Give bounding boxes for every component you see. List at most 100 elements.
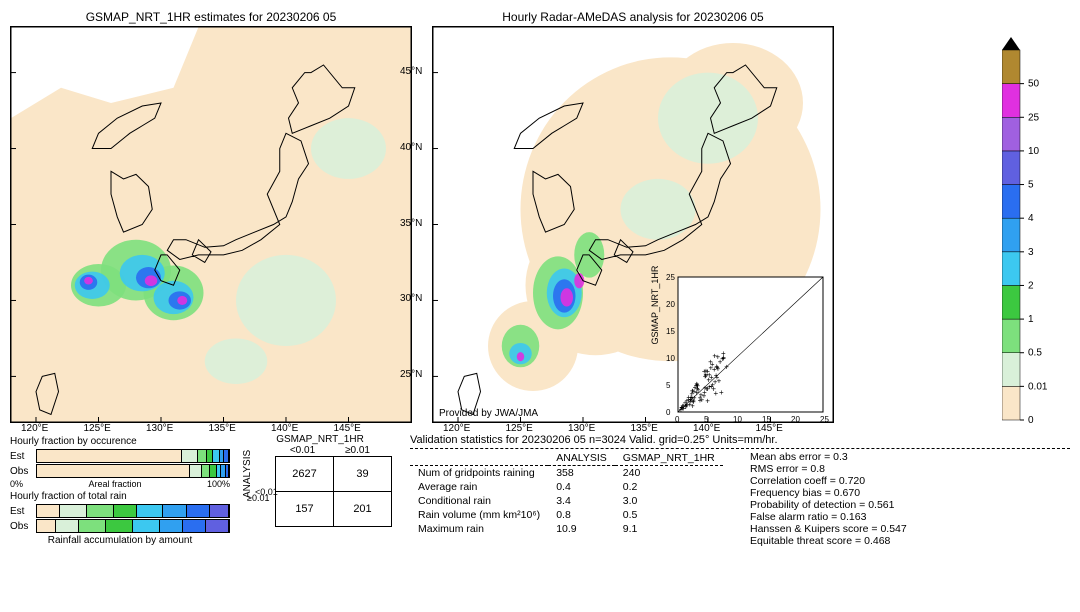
fraction-segment (56, 520, 79, 532)
metric-label: False alarm ratio = (750, 511, 837, 523)
svg-text:5: 5 (704, 415, 709, 423)
stats-row-b: 0.5 (615, 508, 723, 522)
xtick-label: 140°E (693, 423, 720, 434)
svg-text:+: + (724, 362, 729, 371)
fraction-segment (226, 465, 229, 477)
svg-text:1: 1 (1028, 314, 1034, 325)
svg-text:+: + (696, 386, 701, 395)
svg-text:+: + (712, 351, 717, 360)
fraction-segment (183, 520, 206, 532)
contingency-table: 2627 39 157 201 (275, 456, 392, 527)
stats-row-label: Maximum rain (410, 522, 548, 536)
svg-text:+: + (680, 403, 685, 412)
metric-value: 0.561 (868, 499, 894, 511)
xtick-label: 130°E (568, 423, 595, 434)
fraction-segment (114, 505, 137, 517)
stats-row-a: 0.4 (548, 480, 615, 494)
stats-row-label: Conditional rain (410, 494, 548, 508)
frac-xlabel-left: 0% (10, 479, 23, 489)
stats-h1: ANALYSIS (548, 451, 615, 466)
svg-text:5: 5 (1028, 180, 1034, 191)
svg-text:15: 15 (666, 327, 675, 336)
stats-row-a: 0.8 (548, 508, 615, 522)
svg-text:0.5: 0.5 (1028, 348, 1042, 359)
fraction-segment (106, 520, 133, 532)
stats-row-b: 0.2 (615, 480, 723, 494)
stats-row-a: 3.4 (548, 494, 615, 508)
metric-value: 0.547 (880, 523, 906, 535)
svg-text:2: 2 (1028, 280, 1034, 291)
fraction-bar-row: Obs (10, 519, 230, 533)
stats-metric: Mean abs error = 0.3 (750, 451, 1070, 463)
fraction-segment (190, 465, 202, 477)
svg-text:Provided by JWA/JMA: Provided by JWA/JMA (439, 408, 538, 419)
metric-value: 0.3 (833, 451, 848, 463)
xtick-label: 125°E (506, 423, 533, 434)
fraction-row-label: Obs (10, 521, 36, 532)
contingency-panel: GSMAP_NRT_1HR ANALYSIS <0.01 ≥0.01 <0.01… (240, 434, 400, 548)
svg-text:10: 10 (733, 415, 742, 423)
stats-metric: False alarm ratio = 0.163 (750, 511, 1070, 523)
ct-col-label-1: ≥0.01 (330, 445, 385, 456)
fraction-segment (202, 465, 210, 477)
fraction-segment (160, 520, 183, 532)
stats-metric: Hanssen & Kuipers score = 0.547 (750, 523, 1070, 535)
fraction-segment (60, 505, 87, 517)
fraction-row-label: Est (10, 451, 36, 462)
fraction-row-label: Est (10, 506, 36, 517)
stats-row: Average rain0.40.2 (410, 480, 723, 494)
colorbar: 00.010.512345102550 (1002, 35, 1072, 430)
radar-map: Provided by JWA/JMA+++++++++++++++++++++… (432, 26, 834, 423)
fraction-bar (36, 519, 230, 533)
stats-row: Num of gridpoints raining358240 (410, 466, 723, 481)
stats-h2: GSMAP_NRT_1HR (615, 451, 723, 466)
fraction-segment (133, 520, 160, 532)
ytick-label: 40°N (400, 142, 422, 153)
stats-metric: Equitable threat score = 0.468 (750, 535, 1070, 547)
xtick-label: 135°E (631, 423, 658, 434)
metric-value: 0.8 (810, 463, 825, 475)
stats-row-label: Rain volume (mm km²10⁶) (410, 508, 548, 522)
xtick-label: 130°E (146, 423, 173, 434)
svg-text:+: + (719, 388, 724, 397)
fraction-segment (182, 450, 198, 462)
ytick-label: 30°N (400, 293, 422, 304)
ytick-label: 35°N (400, 218, 422, 229)
fraction-bar (36, 504, 230, 518)
metric-label: Hanssen & Kuipers score = (750, 523, 878, 535)
svg-text:+: + (704, 367, 709, 376)
svg-text:GSMAP_NRT_1HR: GSMAP_NRT_1HR (650, 265, 660, 344)
fraction-bar-row: Est (10, 504, 230, 518)
stats-metric: Probability of detection = 0.561 (750, 499, 1070, 511)
metric-label: Correlation coeff = (750, 475, 836, 487)
metric-label: RMS error = (750, 463, 807, 475)
stats-row: Conditional rain3.43.0 (410, 494, 723, 508)
fraction-segment (224, 450, 229, 462)
svg-text:20: 20 (666, 300, 675, 309)
fraction-segment (206, 520, 229, 532)
metric-label: Equitable threat score = (750, 535, 861, 547)
svg-text:0: 0 (666, 408, 671, 417)
contingency-row-title: ANALYSIS (240, 445, 255, 503)
gsmap-map-title: GSMAP_NRT_1HR estimates for 20230206 05 (10, 10, 412, 24)
metric-value: 0.720 (839, 475, 865, 487)
occurrence-title: Hourly fraction by occurence (10, 436, 230, 447)
accum-title: Rainfall accumulation by amount (10, 535, 230, 546)
fraction-segment (37, 505, 60, 517)
radar-map-panel: Hourly Radar-AMeDAS analysis for 2023020… (432, 10, 834, 426)
svg-text:0: 0 (675, 415, 680, 423)
fraction-bar-row: Est (10, 449, 230, 463)
svg-text:+: + (707, 382, 712, 391)
stats-metric: RMS error = 0.8 (750, 463, 1070, 475)
xtick-label: 120°E (443, 423, 470, 434)
svg-text:25: 25 (1028, 112, 1040, 123)
fraction-bar-row: Obs (10, 464, 230, 478)
ct-cell-10: 157 (276, 492, 334, 527)
fraction-panel: Hourly fraction by occurence EstObs 0% A… (10, 434, 230, 548)
stats-title: Validation statistics for 20230206 05 n=… (410, 434, 1070, 446)
totalrain-title: Hourly fraction of total rain (10, 491, 230, 502)
svg-text:+: + (721, 349, 726, 358)
xtick-label: 145°E (334, 423, 361, 434)
stats-metric: Frequency bias = 0.670 (750, 487, 1070, 499)
svg-text:4: 4 (1028, 213, 1034, 224)
